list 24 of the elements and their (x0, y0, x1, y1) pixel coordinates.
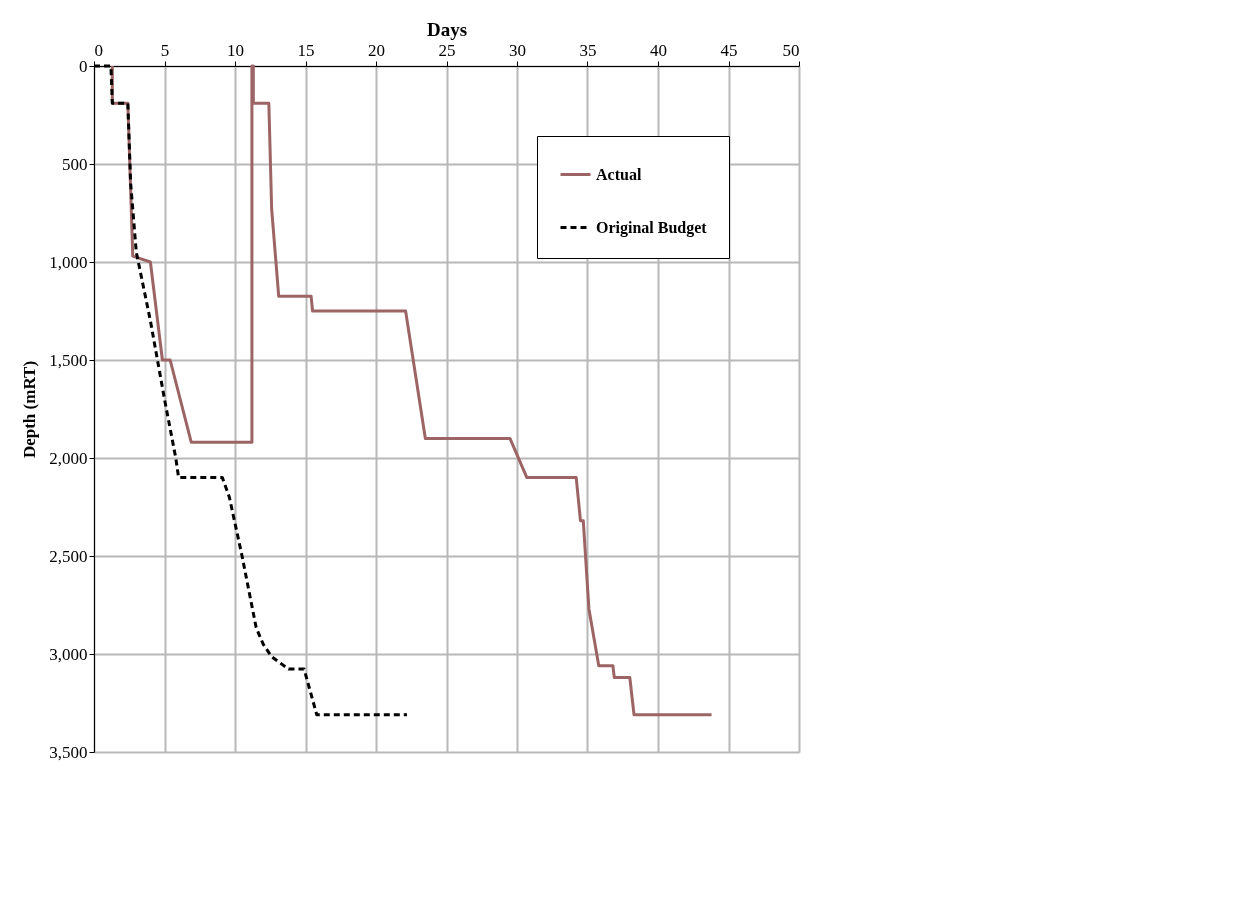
x-axis-title: Days (426, 18, 468, 40)
y-tick-label: 2,500 (49, 546, 88, 566)
x-tick-label: 50 (782, 40, 800, 60)
legend-label: Original Budget (596, 218, 708, 237)
y-tick-label: 1,000 (49, 252, 88, 272)
x-tick-label: 10 (227, 40, 244, 60)
x-tick-label: 35 (579, 40, 597, 60)
x-tick-label: 45 (720, 40, 738, 60)
line-series (110, 64, 714, 717)
x-tick-label: 5 (160, 40, 170, 60)
y-tick-label: 1,500 (49, 350, 88, 370)
x-tick-label: 20 (368, 40, 385, 60)
y-axis-title: Depth (mRT) (20, 360, 40, 459)
y-tick-label: 3,000 (49, 644, 88, 664)
legend-label: Actual (596, 165, 642, 183)
x-tick-label: 15 (297, 40, 315, 60)
x-tick-label: 40 (650, 40, 667, 60)
y-tick-label: 0 (79, 56, 88, 76)
x-tick-label: 30 (509, 40, 526, 60)
x-tick-label: 25 (438, 40, 456, 60)
x-tick-label: 0 (94, 40, 103, 60)
y-tick-label: 3,500 (49, 742, 88, 762)
y-tick-label: 500 (62, 154, 88, 174)
y-tick-label: 2,000 (49, 448, 88, 468)
